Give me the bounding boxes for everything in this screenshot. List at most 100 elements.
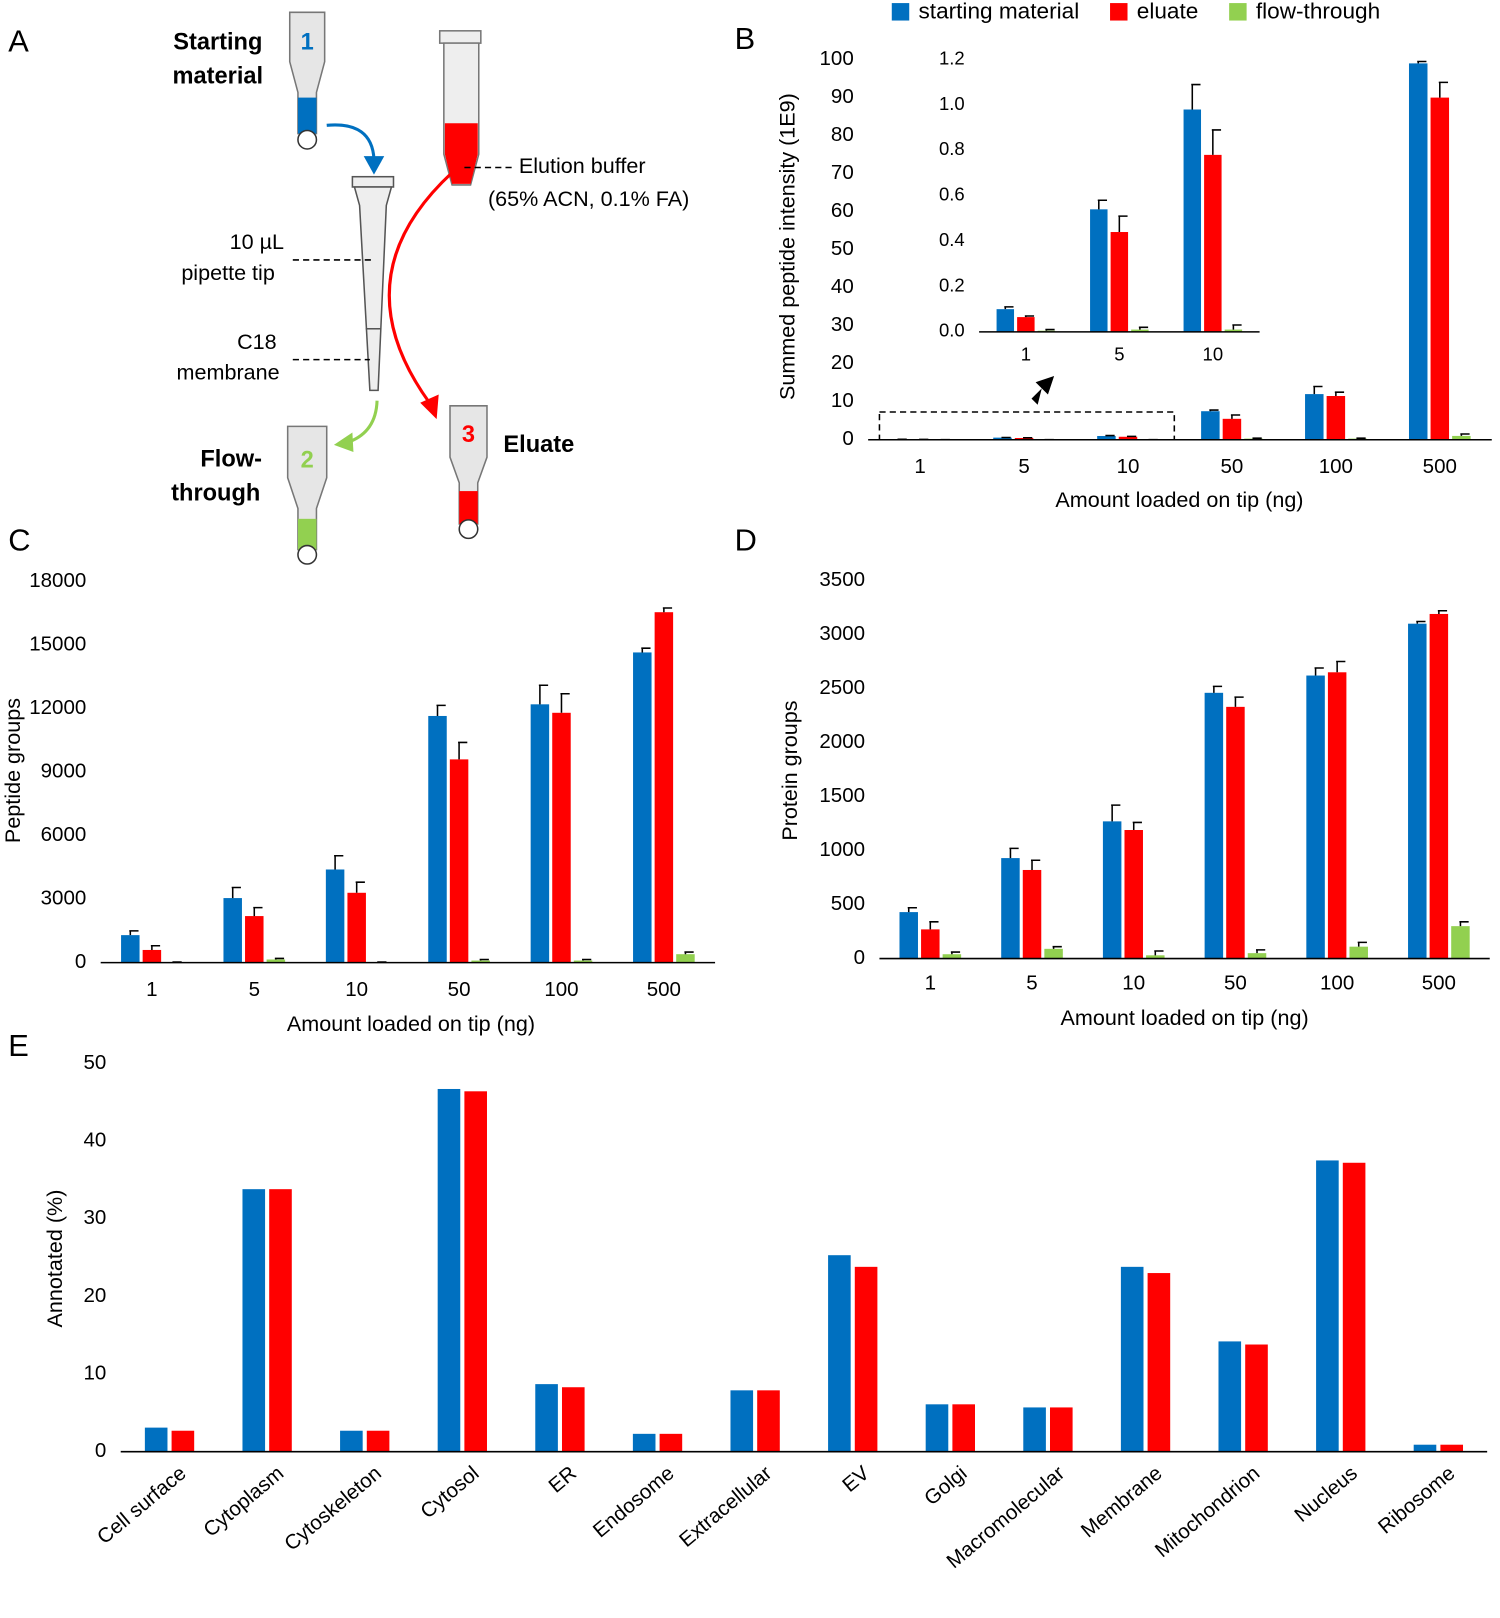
sample [459, 491, 477, 524]
x-tick-label: 10 [1203, 343, 1224, 364]
arrow [389, 173, 452, 403]
bar [855, 1267, 878, 1452]
x-tick-label: Cytoplasm [199, 1462, 288, 1542]
error-bar [1315, 668, 1324, 676]
bar [340, 1431, 363, 1452]
y-tick-label: 1.2 [939, 47, 965, 68]
bar [1328, 672, 1346, 958]
bar [1306, 676, 1324, 959]
legend-label: eluate [1137, 0, 1199, 23]
y-tick-label: 0.8 [939, 138, 965, 159]
x-tick-label: 5 [249, 978, 260, 1001]
bar [1023, 870, 1041, 959]
bar [676, 954, 694, 962]
error-bar [1417, 61, 1426, 63]
y-tick-label: 30 [83, 1206, 106, 1229]
y-tick-label: 3000 [41, 887, 87, 910]
error-bar [1118, 216, 1127, 232]
bar [997, 309, 1014, 332]
bar [1245, 1345, 1268, 1452]
x-axis-title: Amount loaded on tip (ng) [1061, 1005, 1309, 1030]
error-bar [1212, 130, 1221, 155]
error-bar [929, 922, 938, 930]
y-tick-label: 1.0 [939, 93, 965, 114]
x-tick-label: Endosome [589, 1462, 679, 1543]
x-tick-label: 500 [647, 978, 681, 1001]
bar [535, 1384, 558, 1452]
error-bar [151, 946, 160, 950]
bar [450, 759, 468, 962]
label: 10 µL [230, 229, 284, 254]
error-bar [1154, 951, 1163, 955]
bar [1349, 947, 1367, 959]
error-bar [908, 908, 917, 912]
y-tick-label: 90 [831, 85, 854, 108]
error-bar [356, 882, 365, 893]
bar [1431, 98, 1449, 440]
bar [1121, 1267, 1144, 1452]
arrow [349, 401, 377, 442]
panel-letter: D [735, 523, 757, 558]
error-bar [480, 959, 489, 960]
tip-cap [352, 177, 393, 187]
bar [1327, 396, 1345, 440]
bar [926, 1404, 949, 1451]
error-bar [582, 959, 591, 960]
x-tick-label: Mitochondrion [1151, 1462, 1265, 1563]
x-tick-label: 5 [1026, 972, 1037, 995]
bar [562, 1387, 585, 1451]
tube-cap [440, 31, 481, 43]
bar [1103, 821, 1121, 958]
error-bar [275, 958, 284, 959]
diagram: A Starting material 1 Elution [8, 12, 689, 564]
label: Elution buffer [519, 153, 646, 178]
y-axis-title: Peptide groups [0, 698, 25, 843]
x-tick-label: 1 [1021, 343, 1031, 364]
bar [1305, 394, 1323, 440]
error-bar [1025, 316, 1034, 317]
legend-label: flow-through [1256, 0, 1380, 23]
y-tick-label: 1000 [819, 838, 865, 861]
y-tick-label: 30 [831, 313, 854, 336]
error-bar [253, 908, 262, 916]
y-tick-label: 80 [831, 123, 854, 146]
bar [1409, 63, 1427, 439]
bar [730, 1390, 753, 1451]
error-bar [1053, 947, 1062, 949]
y-tick-label: 40 [83, 1128, 106, 1151]
y-tick-label: 100 [820, 47, 854, 70]
bar [655, 612, 673, 962]
label: membrane [177, 360, 280, 385]
bar [1184, 110, 1201, 332]
error-bar [1111, 805, 1120, 821]
bar [660, 1434, 683, 1452]
bar [1451, 926, 1469, 958]
panel-letter: A [8, 23, 29, 58]
bar [633, 652, 651, 962]
error-bar [539, 685, 548, 704]
error-bar [1358, 942, 1367, 946]
bar [1124, 830, 1142, 959]
error-bar [641, 648, 650, 652]
x-tick-label: 10 [1117, 455, 1140, 478]
y-tick-label: 0.0 [939, 320, 965, 341]
y-tick-label: 20 [831, 351, 854, 374]
error-bar [1439, 82, 1448, 97]
x-tick-label: Nucleus [1290, 1462, 1362, 1527]
y-tick-label: 0 [854, 946, 865, 969]
x-axis-title: Amount loaded on tip (ng) [1055, 487, 1303, 512]
x-tick-label: Cytosol [416, 1462, 483, 1524]
label: 2 [301, 448, 314, 474]
y-tick-label: 15000 [29, 632, 86, 655]
y-tick-label: 40 [831, 275, 854, 298]
bar [172, 1431, 195, 1452]
x-tick-label: 10 [1122, 972, 1145, 995]
x-tick-label: 50 [1221, 455, 1244, 478]
bar [1226, 707, 1244, 959]
bar [1223, 419, 1241, 440]
error-bar [1031, 860, 1040, 870]
bar [1218, 1341, 1241, 1451]
label: (65% ACN, 0.1% FA) [488, 186, 689, 211]
